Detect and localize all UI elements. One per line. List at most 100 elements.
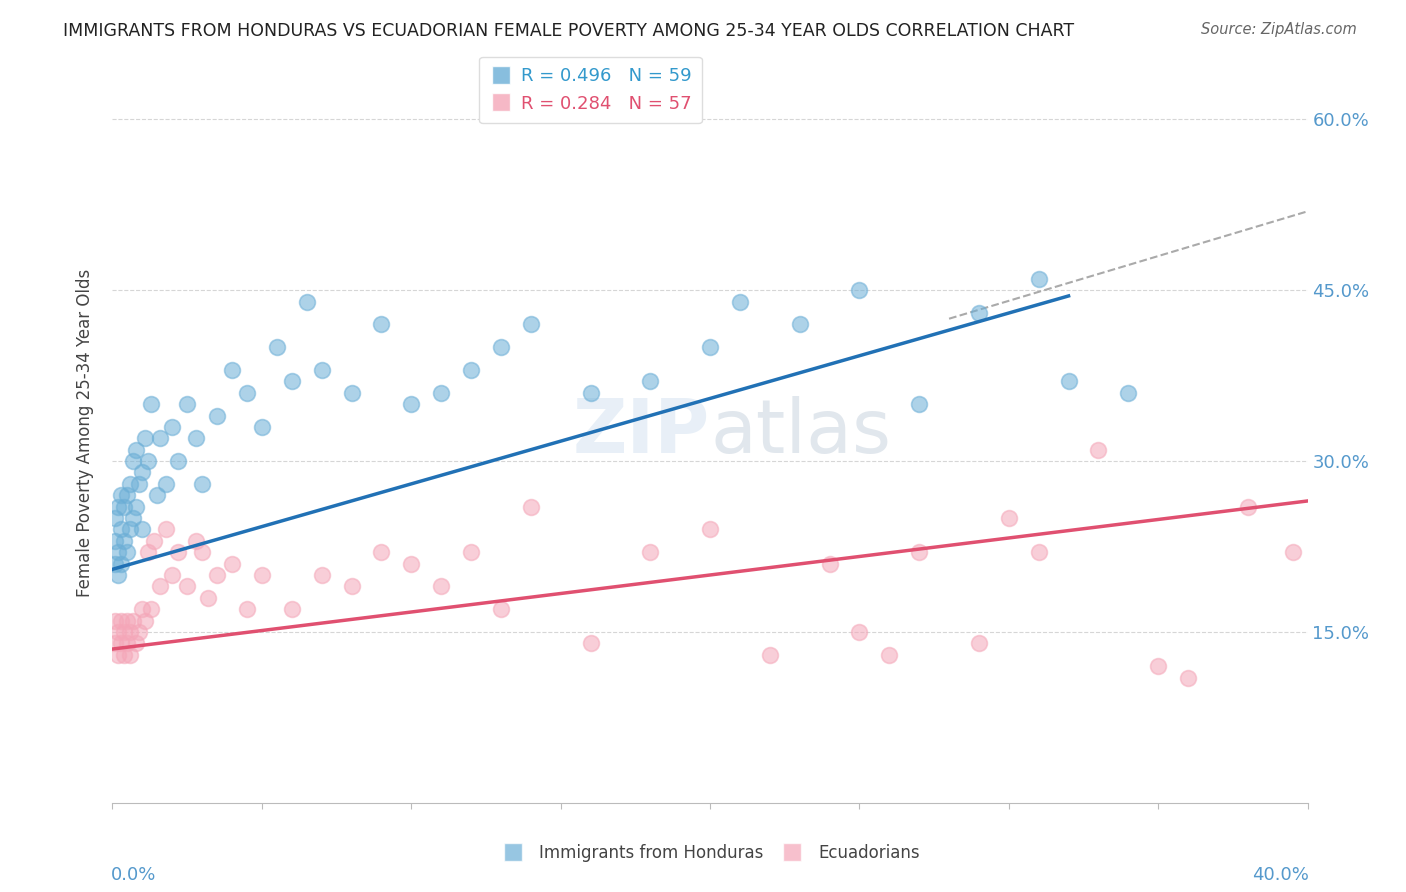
Text: atlas: atlas: [710, 396, 891, 469]
Point: [120, 476, 142, 491]
Point: [1028, 272, 1050, 286]
Point: [848, 624, 870, 639]
Point: [1087, 442, 1109, 457]
Point: [176, 397, 198, 411]
Point: [117, 636, 139, 650]
Point: [197, 591, 219, 605]
Point: [1057, 375, 1080, 389]
Point: [110, 557, 132, 571]
Point: [176, 579, 198, 593]
Point: [162, 568, 183, 582]
Point: [134, 431, 156, 445]
Point: [250, 568, 273, 582]
Point: [186, 533, 208, 548]
Point: [430, 579, 453, 593]
Point: [120, 523, 142, 537]
Point: [221, 557, 243, 571]
Point: [141, 397, 163, 411]
Point: [167, 454, 190, 468]
Point: [110, 523, 132, 537]
Point: [122, 511, 145, 525]
Point: [104, 636, 127, 650]
Point: [967, 306, 990, 320]
Point: [1177, 671, 1199, 685]
Point: [728, 294, 751, 309]
Point: [221, 363, 243, 377]
Point: [186, 431, 208, 445]
Point: [311, 568, 333, 582]
Point: [281, 375, 304, 389]
Point: [699, 523, 721, 537]
Point: [640, 545, 662, 559]
Point: [120, 648, 142, 662]
Point: [125, 636, 148, 650]
Point: [908, 397, 931, 411]
Point: [1118, 385, 1140, 400]
Text: IMMIGRANTS FROM HONDURAS VS ECUADORIAN FEMALE POVERTY AMONG 25-34 YEAR OLDS CORR: IMMIGRANTS FROM HONDURAS VS ECUADORIAN F…: [63, 22, 1074, 40]
Point: [998, 511, 1021, 525]
Point: [1028, 545, 1050, 559]
Point: [117, 488, 139, 502]
Point: [520, 318, 543, 332]
Point: [131, 602, 153, 616]
Point: [370, 318, 392, 332]
Point: [579, 636, 602, 650]
Point: [460, 363, 482, 377]
Text: 0.0%: 0.0%: [111, 866, 156, 884]
Text: 40.0%: 40.0%: [1251, 866, 1309, 884]
Point: [117, 545, 139, 559]
Point: [149, 431, 172, 445]
Point: [818, 557, 841, 571]
Point: [879, 648, 901, 662]
Point: [205, 568, 228, 582]
Point: [143, 533, 166, 548]
Point: [295, 294, 318, 309]
Point: [114, 533, 135, 548]
Point: [967, 636, 990, 650]
Point: [640, 375, 662, 389]
Text: Source: ZipAtlas.com: Source: ZipAtlas.com: [1201, 22, 1357, 37]
Point: [114, 500, 135, 514]
Point: [340, 385, 363, 400]
Point: [908, 545, 931, 559]
Point: [114, 624, 135, 639]
Point: [311, 363, 333, 377]
Point: [141, 602, 163, 616]
Point: [155, 523, 177, 537]
Point: [107, 624, 129, 639]
Point: [122, 614, 145, 628]
Point: [401, 397, 423, 411]
Point: [128, 624, 150, 639]
Point: [138, 454, 160, 468]
Point: [107, 545, 129, 559]
Point: [281, 602, 304, 616]
Point: [266, 340, 288, 354]
Point: [110, 636, 132, 650]
Point: [789, 318, 811, 332]
Point: [162, 420, 183, 434]
Point: [430, 385, 453, 400]
Point: [117, 614, 139, 628]
Point: [401, 557, 423, 571]
Point: [579, 385, 602, 400]
Point: [1147, 659, 1170, 673]
Point: [236, 385, 259, 400]
Point: [191, 545, 214, 559]
Text: ZIP: ZIP: [572, 396, 710, 469]
Point: [107, 500, 129, 514]
Point: [848, 283, 870, 297]
Point: [489, 602, 512, 616]
Point: [149, 579, 172, 593]
Point: [340, 579, 363, 593]
Point: [134, 614, 156, 628]
Point: [104, 614, 127, 628]
Point: [1281, 545, 1303, 559]
Point: [250, 420, 273, 434]
Point: [370, 545, 392, 559]
Point: [155, 476, 177, 491]
Point: [205, 409, 228, 423]
Point: [191, 476, 214, 491]
Point: [122, 454, 145, 468]
Point: [520, 500, 543, 514]
Point: [107, 648, 129, 662]
